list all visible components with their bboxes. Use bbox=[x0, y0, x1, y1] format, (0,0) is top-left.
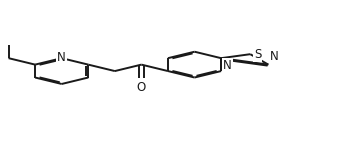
Text: N: N bbox=[223, 59, 232, 72]
Text: N: N bbox=[270, 50, 279, 63]
Text: S: S bbox=[254, 48, 261, 61]
Text: O: O bbox=[137, 81, 146, 94]
Text: N: N bbox=[57, 51, 66, 64]
